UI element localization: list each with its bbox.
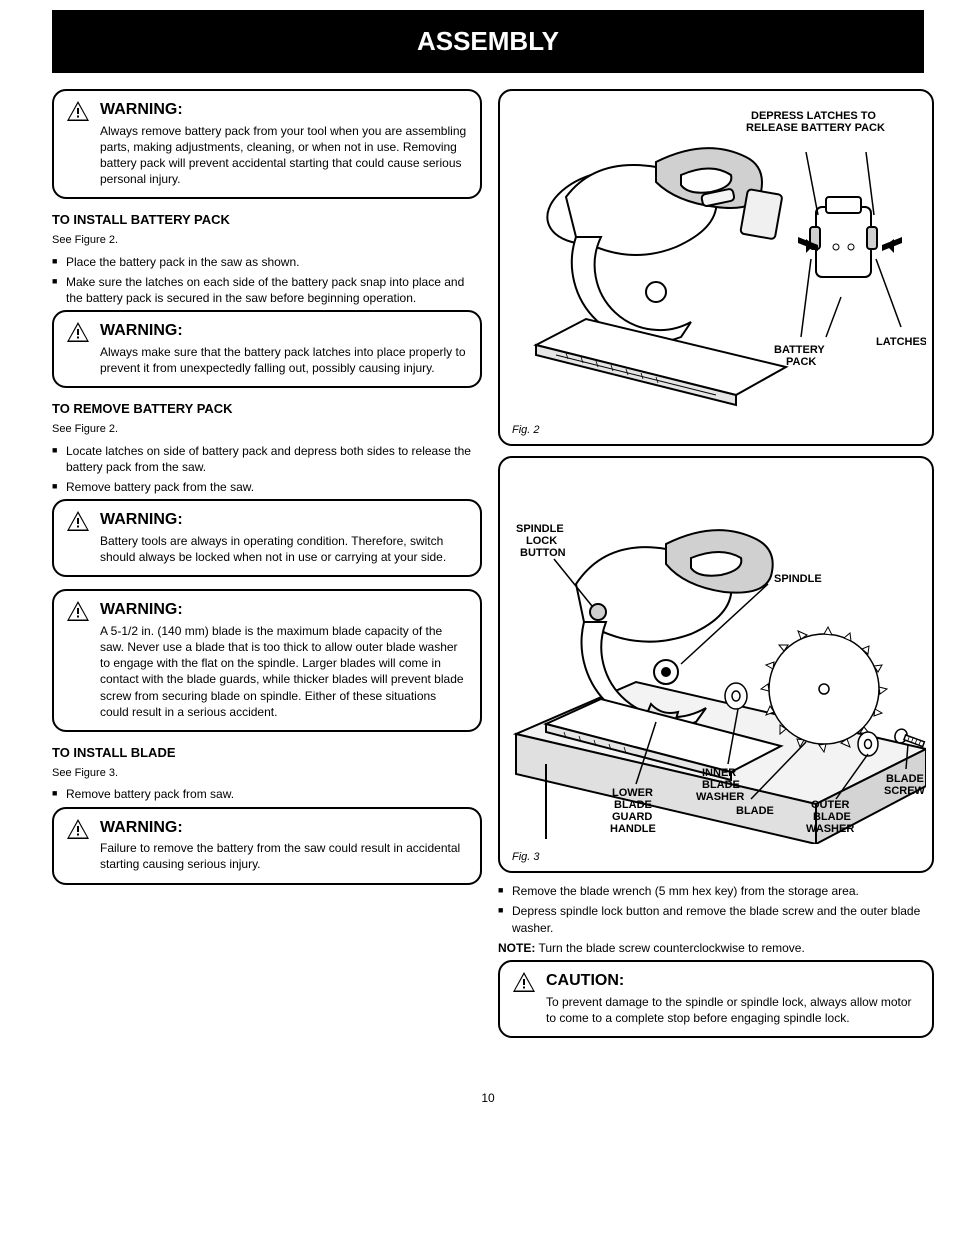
warning-box-remove-battery: WARNING: Failure to remove the battery f… xyxy=(52,807,482,885)
remove-battery-steps: Locate latches on side of battery pack a… xyxy=(52,443,482,496)
fig3-label-blade: BLADE xyxy=(736,805,774,817)
step-item: Place the battery pack in the saw as sho… xyxy=(52,254,482,270)
caution-title: CAUTION: xyxy=(546,972,624,989)
step-item: Locate latches on side of battery pack a… xyxy=(52,443,482,475)
figure-2-svg: DEPRESS LATCHES TORELEASE BATTERY PACK L… xyxy=(506,97,926,417)
section-header: ASSEMBLY xyxy=(52,10,924,73)
figure-3-svg: SPINDLELOCKBUTTON SPINDLE INNERBLADEWASH… xyxy=(506,464,926,844)
right-steps: Remove the blade wrench (5 mm hex key) f… xyxy=(498,883,934,936)
step-item: Make sure the latches on each side of th… xyxy=(52,274,482,306)
warning-text: Always make sure that the battery pack l… xyxy=(100,344,468,376)
warning-body: WARNING: Always make sure that the batte… xyxy=(100,320,468,376)
install-blade-title: TO INSTALL BLADE xyxy=(52,744,482,762)
left-column: WARNING: Always remove battery pack from… xyxy=(52,89,482,1050)
remove-battery-see: See Figure 2. xyxy=(52,422,482,437)
warning-icon xyxy=(66,600,90,626)
right-column: DEPRESS LATCHES TORELEASE BATTERY PACK L… xyxy=(498,89,934,1050)
warning-title: WARNING: xyxy=(100,101,183,118)
install-battery-see: See Figure 2. xyxy=(52,233,482,248)
note-text: Turn the blade screw counterclockwise to… xyxy=(538,941,804,955)
warning-text: Failure to remove the battery from the s… xyxy=(100,840,468,872)
install-blade-see: See Figure 3. xyxy=(52,766,482,781)
install-battery-steps: Place the battery pack in the saw as sho… xyxy=(52,254,482,307)
warning-icon xyxy=(66,818,90,844)
warning-text: Always remove battery pack from your too… xyxy=(100,123,468,188)
caution-text: To prevent damage to the spindle or spin… xyxy=(546,994,920,1026)
warning-body: WARNING: Battery tools are always in ope… xyxy=(100,509,468,565)
warning-title: WARNING: xyxy=(100,511,183,528)
fig3-label-lower-guard: LOWERBLADEGUARDHANDLE xyxy=(610,787,656,835)
step-item: Remove battery pack from saw. xyxy=(52,786,482,802)
warning-title: WARNING: xyxy=(100,819,183,836)
step-item: Remove battery pack from the saw. xyxy=(52,479,482,495)
main-columns: WARNING: Always remove battery pack from… xyxy=(52,89,924,1050)
warning-icon xyxy=(66,321,90,347)
note: NOTE: Turn the blade screw counterclockw… xyxy=(498,940,934,956)
warning-body: CAUTION: To prevent damage to the spindl… xyxy=(546,970,920,1026)
warning-icon xyxy=(66,510,90,536)
warning-icon xyxy=(512,971,536,997)
fig2-caption: Fig. 2 xyxy=(512,423,926,438)
warning-body: WARNING: A 5-1/2 in. (140 mm) blade is t… xyxy=(100,599,468,720)
warning-box-latch: WARNING: Always make sure that the batte… xyxy=(52,310,482,388)
figure-3-box: SPINDLELOCKBUTTON SPINDLE INNERBLADEWASH… xyxy=(498,456,934,873)
fig2-label-battery: BATTERYPACK xyxy=(774,344,825,368)
page-number: 10 xyxy=(52,1090,924,1106)
warning-text: A 5-1/2 in. (140 mm) blade is the maximu… xyxy=(100,623,468,720)
step-item: Remove the blade wrench (5 mm hex key) f… xyxy=(498,883,934,899)
warning-box-always-operating: WARNING: Battery tools are always in ope… xyxy=(52,499,482,577)
warning-box-remove-battery-first: WARNING: Always remove battery pack from… xyxy=(52,89,482,199)
fig3-label-outer-washer: OUTERBLADEWASHER xyxy=(806,799,854,835)
install-blade-steps: Remove battery pack from saw. xyxy=(52,786,482,802)
warning-text: Battery tools are always in operating co… xyxy=(100,533,468,565)
step-item: Depress spindle lock button and remove t… xyxy=(498,903,934,935)
page-root: ASSEMBLY WARNING: Always remove battery … xyxy=(0,0,954,1126)
remove-battery-title: TO REMOVE BATTERY PACK xyxy=(52,400,482,418)
note-label: NOTE: xyxy=(498,941,535,955)
warning-body: WARNING: Always remove battery pack from… xyxy=(100,99,468,187)
fig2-label-depress: DEPRESS LATCHES TORELEASE BATTERY PACK xyxy=(746,110,885,134)
fig3-caption: Fig. 3 xyxy=(512,850,926,865)
warning-title: WARNING: xyxy=(100,322,183,339)
fig2-label-latches: LATCHES xyxy=(876,336,926,348)
fig3-label-spindle-lock: SPINDLELOCKBUTTON xyxy=(516,523,566,559)
warning-body: WARNING: Failure to remove the battery f… xyxy=(100,817,468,873)
install-battery-title: TO INSTALL BATTERY PACK xyxy=(52,211,482,229)
warning-box-blade-size: WARNING: A 5-1/2 in. (140 mm) blade is t… xyxy=(52,589,482,732)
fig3-label-blade-screw: BLADESCREW xyxy=(884,773,926,797)
fig3-label-spindle: SPINDLE xyxy=(774,573,822,585)
caution-box-spindle-lock: CAUTION: To prevent damage to the spindl… xyxy=(498,960,934,1038)
warning-icon xyxy=(66,100,90,126)
warning-title: WARNING: xyxy=(100,601,183,618)
figure-2-box: DEPRESS LATCHES TORELEASE BATTERY PACK L… xyxy=(498,89,934,446)
